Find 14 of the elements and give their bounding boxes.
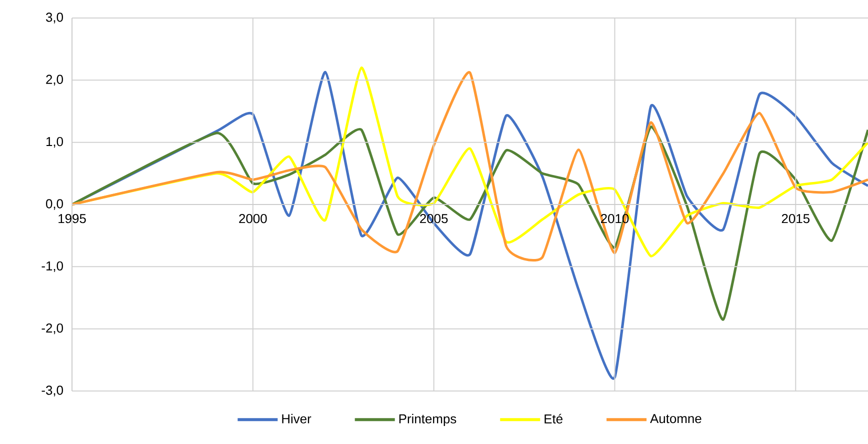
x-tick-label: 2000 bbox=[239, 214, 267, 224]
y-tick-label: 1,0 bbox=[46, 136, 63, 148]
legend-label: Hiver bbox=[282, 414, 312, 424]
y-tick-label: -1,0 bbox=[42, 261, 63, 272]
y-tick-label: 3,0 bbox=[46, 12, 63, 24]
y-tick-label: -3,0 bbox=[42, 386, 63, 396]
legend-label: Eté bbox=[544, 414, 562, 424]
y-tick-label: 0,0 bbox=[46, 199, 63, 210]
legend-label: Automne bbox=[650, 414, 702, 424]
y-tick-label: 2,0 bbox=[46, 74, 63, 86]
y-tick-label: -2,0 bbox=[42, 323, 63, 334]
x-tick-label: 1995 bbox=[58, 214, 86, 224]
x-tick-label: 2015 bbox=[782, 214, 810, 224]
legend-label: Printemps bbox=[399, 414, 456, 426]
